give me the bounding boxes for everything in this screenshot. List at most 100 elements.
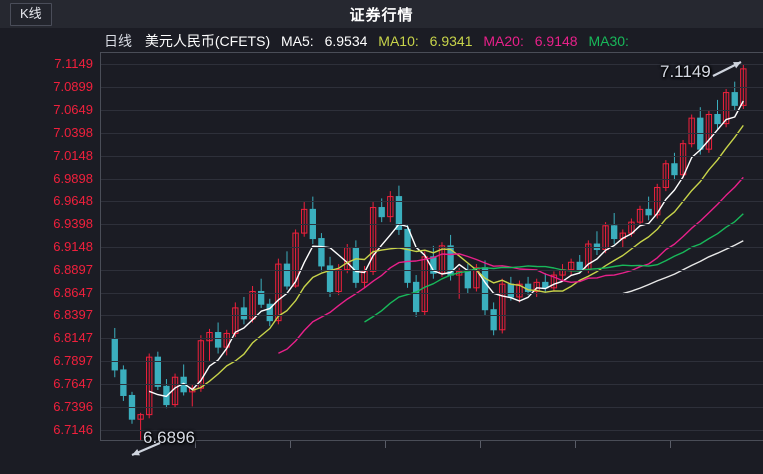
plot-area[interactable] <box>100 52 763 441</box>
candle-body <box>516 283 523 298</box>
y-axis-tick-label: 6.8647 <box>53 284 93 300</box>
high-price-annotation: 7.1149 <box>660 62 711 81</box>
candle-body <box>679 143 687 176</box>
x-axis-tick <box>195 441 196 448</box>
ma10-label: MA10: <box>378 33 419 49</box>
candle-body <box>688 117 695 145</box>
y-axis-tick-label: 7.1149 <box>54 56 93 72</box>
y-axis-tick-label: 6.8397 <box>53 307 93 323</box>
instrument-label: 美元人民币(CFETS) <box>144 33 271 49</box>
gridline <box>101 315 763 316</box>
candle-body <box>490 309 497 331</box>
candle-body <box>387 196 394 218</box>
candle-body <box>438 245 446 274</box>
candle-body <box>137 414 144 420</box>
ma5-value: 6.9534 <box>324 33 368 49</box>
candle-body <box>275 263 282 322</box>
candle-body <box>120 369 127 396</box>
candle-body <box>533 281 540 292</box>
gridline <box>101 338 763 339</box>
candle-body <box>593 243 601 251</box>
y-axis-tick-label: 6.8897 <box>53 261 93 277</box>
candle-body <box>645 208 652 216</box>
candle-body <box>507 283 515 298</box>
candle-body <box>335 269 342 292</box>
y-axis-tick-label: 6.7146 <box>53 421 93 437</box>
candle-body <box>576 261 583 271</box>
candle-body <box>395 196 403 230</box>
period-label: 日线 <box>104 33 132 49</box>
y-axis-tick-label: 6.9648 <box>53 193 93 209</box>
candle-body <box>550 274 558 289</box>
y-axis-tick-label: 6.7396 <box>53 398 93 414</box>
page-title: 证券行情 <box>349 7 414 24</box>
candle-body <box>369 207 377 272</box>
y-axis-tick-label: 6.9398 <box>53 216 93 232</box>
gridline <box>101 293 763 294</box>
ma-line-ma60 <box>622 240 744 295</box>
x-axis-tick <box>575 441 576 448</box>
candle-body <box>722 92 730 125</box>
candle-body <box>206 332 213 342</box>
chart-info-legend: 日线 美元人民币(CFETS) MA5: 6.9534 MA10: 6.9341… <box>0 30 763 52</box>
candle-body <box>378 207 385 218</box>
ma20-label: MA20: <box>483 33 524 49</box>
ma20-value: 6.9148 <box>534 33 578 49</box>
candle-body <box>481 267 489 311</box>
candle-body <box>662 163 670 188</box>
ma10-value: 6.9341 <box>429 33 473 49</box>
gridline <box>101 270 763 271</box>
ma-line-ma30 <box>364 213 744 323</box>
candle-body <box>567 261 575 271</box>
y-axis-tick-label: 6.7897 <box>53 353 93 369</box>
y-axis-tick-label: 6.9898 <box>53 170 93 186</box>
candle-body <box>705 113 713 150</box>
ma-line-ma10 <box>192 124 744 392</box>
candle-body <box>240 307 248 320</box>
candle-body <box>714 113 721 125</box>
candle-body <box>111 338 118 371</box>
ma30-label: MA30: <box>588 33 629 49</box>
candle-body <box>671 163 678 176</box>
candle-body <box>473 267 480 289</box>
gridline <box>101 407 763 408</box>
gridline <box>101 110 763 111</box>
y-axis-tick-label: 7.0649 <box>53 102 93 118</box>
candle-body <box>266 303 273 322</box>
candle-body <box>292 232 299 287</box>
x-axis-tick <box>385 441 386 448</box>
y-axis-tick-label: 7.0148 <box>53 147 93 163</box>
candle-body <box>499 283 506 331</box>
y-axis: 7.1149 7.0899 7.0649 7.0398 7.0148 6.9898 6.96… <box>0 52 100 440</box>
candle-body <box>352 247 360 283</box>
candle-body <box>154 356 161 387</box>
candle-body <box>257 290 265 305</box>
y-axis-tick-label: 6.7647 <box>53 375 93 391</box>
gridline <box>101 430 763 431</box>
gridline <box>101 361 763 362</box>
gridline <box>101 224 763 225</box>
candle-body <box>326 265 334 292</box>
gridline <box>101 156 763 157</box>
candle-body <box>611 225 618 240</box>
gridline <box>101 179 763 180</box>
gridline <box>101 87 763 88</box>
y-axis-tick-label: 6.8147 <box>53 330 93 346</box>
candle-body <box>146 356 153 416</box>
low-price-annotation: 6.6896 <box>143 428 195 447</box>
y-axis-tick-label: 6.9148 <box>53 238 93 254</box>
tab-kline[interactable]: K线 <box>10 3 52 26</box>
candle-body <box>421 256 428 313</box>
gridline <box>101 133 763 134</box>
top-bar: K线 证券行情 <box>0 0 763 28</box>
candle-body <box>318 238 325 267</box>
x-axis-tick <box>670 441 671 448</box>
candle-body <box>309 208 316 240</box>
candle-body <box>404 228 411 283</box>
x-axis <box>100 440 763 441</box>
candle-body <box>731 92 738 106</box>
candle-body <box>283 263 291 287</box>
ma5-label: MA5: <box>281 33 314 49</box>
gridline <box>101 384 763 385</box>
